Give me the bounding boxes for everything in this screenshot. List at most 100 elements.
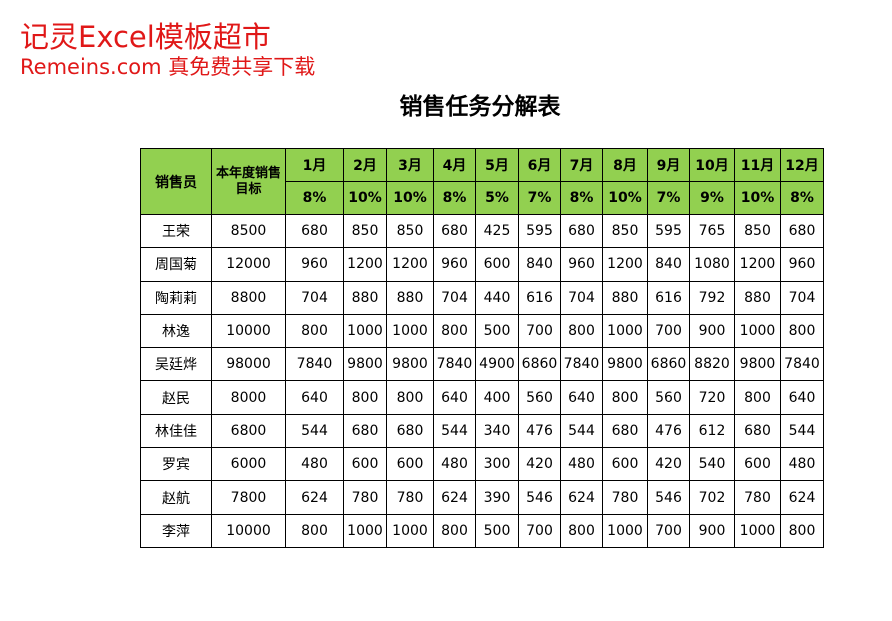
value-cell: 700	[518, 313, 561, 349]
value-cell: 1000	[602, 313, 648, 349]
value-cell: 780	[602, 480, 648, 515]
value-cell: 800	[780, 513, 824, 548]
value-cell: 340	[475, 413, 519, 449]
watermark: Remeins.com 真免费共享下载	[20, 55, 316, 79]
value-cell: 1000	[386, 513, 434, 548]
value-cell: 800	[433, 513, 476, 548]
value-cell: 600	[386, 447, 434, 482]
header-row: 销售员 本年度销售目标 1月 2月 3月 4月 5月 6月 7月 8月 9月 10月 11月 12月	[140, 148, 824, 215]
value-cell: 765	[689, 213, 735, 249]
value-cell: 7840	[560, 347, 603, 382]
value-cell: 8800	[211, 280, 286, 315]
value-cell: 616	[518, 280, 561, 315]
value-cell: 10000	[211, 513, 286, 548]
data-row: 罗宾 6000 480 600 600 480 300 420 480 600 420 540 600 4…	[140, 447, 824, 482]
value-cell: 300	[475, 447, 519, 482]
name-cell: 林佳佳	[140, 413, 212, 449]
header-row: 8% 10% 10% 8% 5% 7% 8% 10% 7% 9% 10% 8%	[141, 181, 824, 215]
value-cell: 7800	[211, 480, 286, 515]
value-cell: 1200	[343, 247, 387, 282]
value-cell: 720	[689, 380, 735, 415]
value-cell: 8500	[211, 213, 286, 249]
value-cell: 6860	[647, 347, 690, 382]
value-cell: 700	[647, 313, 690, 349]
value-cell: 12000	[211, 247, 286, 282]
value-cell: 800	[602, 380, 648, 415]
month-header: 5月	[475, 148, 519, 182]
watermark: 记灵Excel模板超市	[20, 20, 271, 54]
value-cell: 8000	[211, 380, 286, 415]
value-cell: 1000	[602, 513, 648, 548]
name-cell: 林逸	[140, 313, 212, 349]
value-cell: 680	[780, 213, 824, 249]
value-cell: 640	[780, 380, 824, 415]
month-ratio: 5%	[475, 181, 519, 215]
month-ratio: 10%	[734, 181, 781, 215]
value-cell: 960	[780, 247, 824, 282]
value-cell: 800	[386, 380, 434, 415]
value-cell: 9800	[734, 347, 781, 382]
value-cell: 420	[518, 447, 561, 482]
value-cell: 700	[647, 513, 690, 548]
value-cell: 800	[780, 313, 824, 349]
value-cell: 624	[433, 480, 476, 515]
value-cell: 10000	[211, 313, 286, 349]
value-cell: 1000	[386, 313, 434, 349]
month-header: 2月	[343, 148, 387, 182]
month-header: 10月	[689, 148, 735, 182]
value-cell: 4900	[475, 347, 519, 382]
month-ratio: 7%	[647, 181, 690, 215]
month-header: 11月	[734, 148, 781, 182]
month-header: 8月	[602, 148, 648, 182]
value-cell: 704	[285, 280, 344, 315]
value-cell: 780	[343, 480, 387, 515]
value-cell: 8820	[689, 347, 735, 382]
value-cell: 800	[285, 313, 344, 349]
value-cell: 600	[734, 447, 781, 482]
value-cell: 1080	[689, 247, 735, 282]
value-cell: 476	[518, 413, 561, 449]
month-header: 7月	[560, 148, 603, 182]
value-cell: 640	[285, 380, 344, 415]
value-cell: 780	[386, 480, 434, 515]
value-cell: 546	[647, 480, 690, 515]
month-ratio: 8%	[433, 181, 476, 215]
value-cell: 624	[560, 480, 603, 515]
value-cell: 624	[780, 480, 824, 515]
value-cell: 616	[647, 280, 690, 315]
value-cell: 702	[689, 480, 735, 515]
value-cell: 960	[433, 247, 476, 282]
value-cell: 780	[734, 480, 781, 515]
value-cell: 680	[285, 213, 344, 249]
value-cell: 1200	[602, 247, 648, 282]
value-cell: 500	[475, 513, 519, 548]
name-cell: 陶莉莉	[140, 280, 212, 315]
month-ratio: 10%	[386, 181, 434, 215]
month-ratio: 7%	[518, 181, 561, 215]
value-cell: 540	[689, 447, 735, 482]
value-cell: 420	[647, 447, 690, 482]
value-cell: 1000	[343, 313, 387, 349]
data-row: 周国菊 12000 960 1200 1200 960 600 840 960 1200 840 10…	[140, 247, 824, 282]
value-cell: 850	[734, 213, 781, 249]
value-cell: 704	[780, 280, 824, 315]
value-cell: 1200	[734, 247, 781, 282]
value-cell: 480	[433, 447, 476, 482]
value-cell: 800	[343, 380, 387, 415]
name-cell: 赵航	[140, 480, 212, 515]
value-cell: 680	[560, 213, 603, 249]
value-cell: 98000	[211, 347, 286, 382]
value-cell: 704	[560, 280, 603, 315]
data-row: 赵民 8000 640 800 800 640 400 560 640 800 560 720 800 6…	[140, 380, 824, 415]
value-cell: 880	[343, 280, 387, 315]
value-cell: 544	[433, 413, 476, 449]
month-ratio: 8%	[780, 181, 824, 215]
value-cell: 6800	[211, 413, 286, 449]
month-header: 12月	[780, 148, 824, 182]
value-cell: 624	[285, 480, 344, 515]
value-cell: 500	[475, 313, 519, 349]
value-cell: 600	[475, 247, 519, 282]
name-cell: 李萍	[140, 513, 212, 548]
value-cell: 9800	[343, 347, 387, 382]
